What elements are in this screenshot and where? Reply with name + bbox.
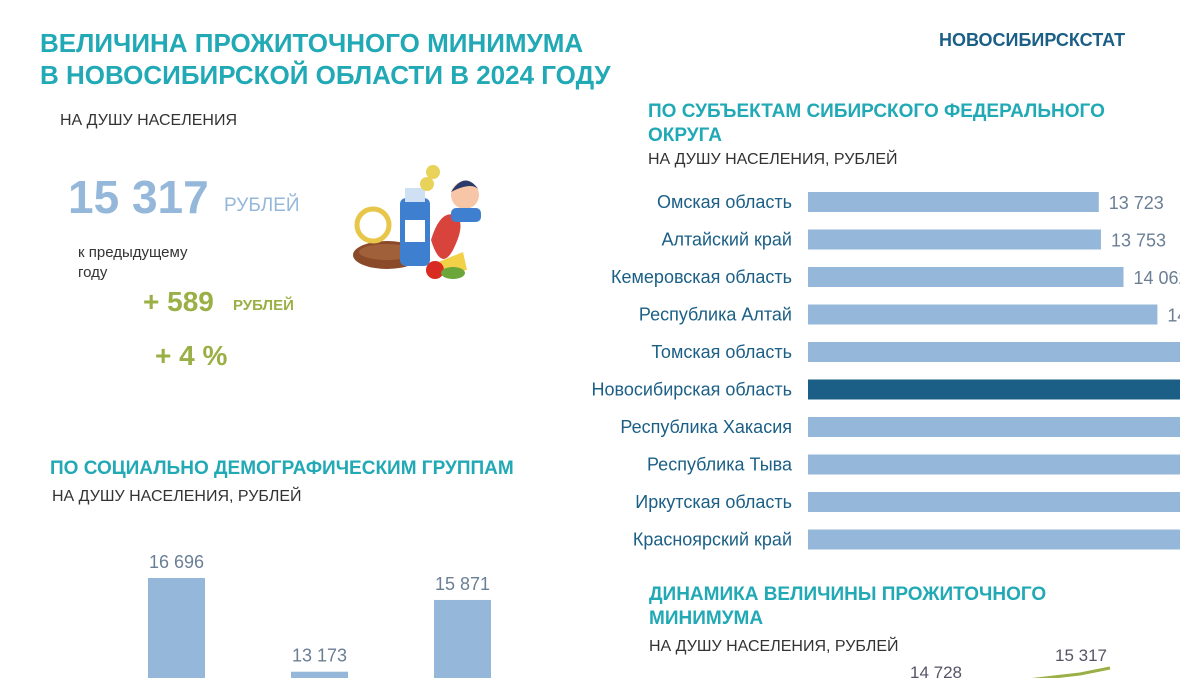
region-bar xyxy=(808,454,1180,475)
prev-year-label: к предыдущему году xyxy=(78,244,188,281)
region-label: Республика Алтай xyxy=(639,305,792,325)
region-bar xyxy=(808,304,1158,325)
region-bar xyxy=(808,229,1101,250)
region-bar xyxy=(808,379,1180,400)
title-line-1: ВЕЛИЧИНА ПРОЖИТОЧНОГО МИНИМУМА xyxy=(40,28,584,58)
sfo-regions-chart: Омская область 13 723 Алтайский край 13 753… xyxy=(592,192,1180,550)
region-label: Алтайский край xyxy=(661,230,792,250)
region-label: Республика Тыва xyxy=(647,455,793,475)
summary-value: 15 317 xyxy=(68,171,209,223)
page-title: ВЕЛИЧИНА ПРОЖИТОЧНОГО МИНИМУМА В НОВОСИБ… xyxy=(40,27,660,91)
region-label: Кемеровская область xyxy=(611,267,792,287)
region-bar xyxy=(808,492,1180,512)
group-bar xyxy=(148,578,205,678)
title-line-2: В НОВОСИБИРСКОЙ ОБЛАСТИ В 2024 ГОДУ xyxy=(40,60,611,90)
region-value-label: 14 526 xyxy=(1167,306,1180,326)
region-value-label: 13 723 xyxy=(1109,193,1164,213)
brand-label: НОВОСИБИРСКСТАТ xyxy=(939,30,1126,50)
sfo-chart-title: ПО СУБЪЕКТАМ СИБИРСКОГО ФЕДЕРАЛЬНОГО ОКР… xyxy=(648,101,1105,146)
summary-unit: РУБЛЕЙ xyxy=(224,195,300,216)
region-bar xyxy=(808,417,1180,437)
dynamics-chart-title: ДИНАМИКА ВЕЛИЧИНЫ ПРОЖИТОЧНОГО МИНИМУМА xyxy=(649,584,1047,629)
dynamics-value-label: 15 317 xyxy=(1055,646,1107,665)
group-value-label: 16 696 xyxy=(149,552,204,572)
dynamics-value-label: 14 728 xyxy=(910,663,962,678)
meat-icon xyxy=(431,214,461,259)
region-bar xyxy=(808,267,1124,287)
group-value-label: 13 173 xyxy=(292,646,347,666)
coins-icon xyxy=(426,165,440,179)
group-value-label: 15 871 xyxy=(435,574,490,594)
social-groups-chart: 16 696 13 173 15 871 xyxy=(148,552,491,678)
social-chart-title: ПО СОЦИАЛЬНО ДЕМОГРАФИЧЕСКИМ ГРУППАМ xyxy=(50,458,514,479)
region-value-label: 13 753 xyxy=(1111,231,1166,251)
social-chart-subtitle: НА ДУШУ НАСЕЛЕНИЯ, РУБЛЕЙ xyxy=(52,488,302,505)
pasta-icon xyxy=(354,206,392,244)
cucumber-icon xyxy=(441,267,465,279)
delta-rub-value: + 589 xyxy=(143,286,214,317)
delta-percent: + 4 % xyxy=(155,340,228,371)
region-label: Омская область xyxy=(657,192,792,212)
dynamics-chart-subtitle: НА ДУШУ НАСЕЛЕНИЯ, РУБЛЕЙ xyxy=(649,638,899,655)
tomato-icon xyxy=(426,261,444,279)
region-label: Иркутская область xyxy=(635,492,792,512)
dynamics-line xyxy=(1031,666,1111,678)
region-value-label: 14 062 xyxy=(1134,268,1180,288)
group-bar xyxy=(291,671,348,678)
group-bar xyxy=(434,599,491,678)
region-bar xyxy=(808,192,1099,212)
dynamics-chart: 14 728 15 317 xyxy=(910,646,1111,678)
food-basket-illustration xyxy=(353,165,481,279)
region-label: Республика Хакасия xyxy=(620,417,792,437)
region-label: Красноярский край xyxy=(633,530,792,550)
sfo-chart-subtitle: НА ДУШУ НАСЕЛЕНИЯ, РУБЛЕЙ xyxy=(648,151,898,168)
region-label: Томская область xyxy=(651,342,792,362)
delta-rub-unit: РУБЛЕЙ xyxy=(233,297,294,314)
region-bar xyxy=(808,342,1180,362)
summary-per-capita-label: НА ДУШУ НАСЕЛЕНИЯ xyxy=(60,112,238,129)
region-label: Новосибирская область xyxy=(592,380,793,400)
region-bar xyxy=(808,529,1180,550)
